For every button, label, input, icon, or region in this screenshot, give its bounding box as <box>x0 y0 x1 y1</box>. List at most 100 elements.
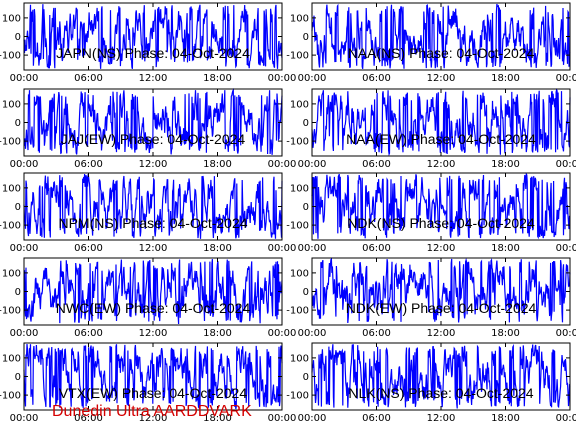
y-tick-label: -100 <box>286 306 309 317</box>
x-tick-label: 06:00 <box>362 243 391 254</box>
x-tick-label: 00:00 <box>268 328 297 339</box>
y-tick-label: -100 <box>0 221 21 232</box>
x-tick-label: 12:00 <box>139 413 168 424</box>
y-tick-label: 100 <box>2 268 21 279</box>
phase-trace <box>23 173 283 239</box>
x-tick-label: 00:00 <box>298 413 327 424</box>
panel-title: JAJ(EW) Phase: 04-Oct-2024 <box>61 131 246 147</box>
x-tick-label: 00:00 <box>268 243 297 254</box>
y-tick-label: 0 <box>303 287 309 298</box>
y-tick-label: -100 <box>286 221 309 232</box>
x-tick-label: 00:00 <box>268 159 297 170</box>
x-tick-label: 00:00 <box>556 243 576 254</box>
y-tick-label: 100 <box>290 268 309 279</box>
x-tick-label: 00:00 <box>556 159 576 170</box>
phase-panel: 100 0 -100 00:00 06:00 12:00 18:00 00:00 NDK(NS)… <box>286 172 576 254</box>
x-tick-label: 06:00 <box>362 159 391 170</box>
phase-panel: 100 0 -100 00:00 06:00 12:00 18:00 00:00 JAJ(EW)… <box>0 87 297 170</box>
y-tick-label: 0 <box>15 202 21 213</box>
x-tick-label: 12:00 <box>139 73 168 84</box>
y-tick-label: -100 <box>286 137 309 148</box>
x-tick-label: 00:00 <box>298 73 327 84</box>
y-tick-label: 100 <box>290 353 309 364</box>
x-tick-label: 06:00 <box>74 328 103 339</box>
x-tick-label: 18:00 <box>203 73 232 84</box>
phase-trace <box>311 257 571 324</box>
panel-title: JAPN(NS) Phase: 04-Oct-2024 <box>56 45 250 61</box>
x-tick-label: 12:00 <box>427 159 456 170</box>
x-tick-label: 18:00 <box>491 328 520 339</box>
x-tick-label: 18:00 <box>203 413 232 424</box>
phase-panel: 100 0 -100 00:00 06:00 12:00 18:00 00:00 NAA(NS)… <box>286 2 576 84</box>
y-tick-label: 100 <box>290 183 309 194</box>
y-tick-label: -100 <box>286 391 309 402</box>
phase-trace <box>23 259 283 325</box>
phase-trace <box>23 343 283 410</box>
y-tick-label: 0 <box>303 372 309 383</box>
panel-title: NWC(EW) Phase: 04-Oct-2024 <box>56 300 251 316</box>
x-tick-label: 12:00 <box>139 159 168 170</box>
panel-title: NAA(NS) Phase: 04-Oct-2024 <box>348 45 535 61</box>
y-tick-label: -100 <box>0 306 21 317</box>
y-tick-label: 100 <box>2 13 21 24</box>
x-tick-label: 00:00 <box>556 413 576 424</box>
y-tick-label: 0 <box>303 118 309 129</box>
x-tick-label: 18:00 <box>491 73 520 84</box>
x-tick-label: 18:00 <box>491 159 520 170</box>
y-tick-label: 0 <box>15 32 21 43</box>
y-tick-label: -100 <box>0 391 21 402</box>
x-tick-label: 00:00 <box>10 413 39 424</box>
x-tick-label: 06:00 <box>362 73 391 84</box>
x-tick-label: 06:00 <box>74 73 103 84</box>
x-tick-label: 12:00 <box>427 243 456 254</box>
x-tick-label: 00:00 <box>10 159 39 170</box>
phase-panel: 100 0 -100 00:00 06:00 12:00 18:00 00:00 NLK(NS)… <box>286 342 576 424</box>
y-tick-label: 0 <box>15 118 21 129</box>
panel-title: VTX(EW) Phase: 04-Oct-2024 <box>59 385 248 401</box>
x-tick-label: 12:00 <box>139 328 168 339</box>
y-tick-label: 100 <box>2 353 21 364</box>
x-tick-label: 00:00 <box>298 243 327 254</box>
y-tick-label: 0 <box>15 287 21 298</box>
panel-title: NAA(EW) Phase: 04-Oct-2024 <box>346 131 536 147</box>
x-tick-label: 12:00 <box>427 328 456 339</box>
x-tick-label: 00:00 <box>10 243 39 254</box>
y-tick-label: 100 <box>290 99 309 110</box>
phase-panel: 100 0 -100 00:00 06:00 12:00 18:00 00:00 NWC(EW)… <box>0 257 297 339</box>
y-tick-label: 0 <box>303 202 309 213</box>
x-tick-label: 12:00 <box>427 413 456 424</box>
x-tick-label: 06:00 <box>74 243 103 254</box>
phase-trace <box>311 343 571 409</box>
phase-panel: 100 0 -100 00:00 06:00 12:00 18:00 00:00 VTX(EW)… <box>0 342 297 424</box>
footer-caption: Dunedin Ultra AARDDVARK <box>52 403 252 420</box>
x-tick-label: 18:00 <box>203 243 232 254</box>
x-tick-label: 06:00 <box>74 159 103 170</box>
x-tick-label: 18:00 <box>203 159 232 170</box>
phase-trace <box>311 88 571 157</box>
panel-title: NDK(EW) Phase: 04-Oct-2024 <box>346 300 537 316</box>
phase-panel: 100 0 -100 00:00 06:00 12:00 18:00 00:00 JAPN(NS… <box>0 2 297 84</box>
y-tick-label: -100 <box>0 51 21 62</box>
y-tick-label: 100 <box>2 99 21 110</box>
y-tick-label: -100 <box>286 51 309 62</box>
x-tick-label: 06:00 <box>362 413 391 424</box>
phase-panel: 100 0 -100 00:00 06:00 12:00 18:00 00:00 NDK(EW)… <box>286 257 576 339</box>
x-tick-label: 00:00 <box>268 413 297 424</box>
x-tick-label: 12:00 <box>139 243 168 254</box>
panel-title: NLK(NS) Phase: 04-Oct-2024 <box>348 385 533 401</box>
x-tick-label: 18:00 <box>491 243 520 254</box>
phase-trace <box>23 87 283 155</box>
y-tick-label: 100 <box>2 183 21 194</box>
y-tick-label: 0 <box>303 32 309 43</box>
phase-trace <box>311 3 571 70</box>
phase-panel: 100 0 -100 00:00 06:00 12:00 18:00 00:00 NAA(EW)… <box>286 88 576 170</box>
x-tick-label: 00:00 <box>556 328 576 339</box>
x-tick-label: 06:00 <box>362 328 391 339</box>
x-tick-label: 00:00 <box>556 73 576 84</box>
phase-trace <box>23 4 283 70</box>
y-tick-label: -100 <box>0 137 21 148</box>
y-tick-label: 0 <box>15 372 21 383</box>
x-tick-label: 00:00 <box>268 73 297 84</box>
panel-title: NDK(NS) Phase: 04-Oct-2024 <box>347 215 535 231</box>
x-tick-label: 18:00 <box>491 413 520 424</box>
